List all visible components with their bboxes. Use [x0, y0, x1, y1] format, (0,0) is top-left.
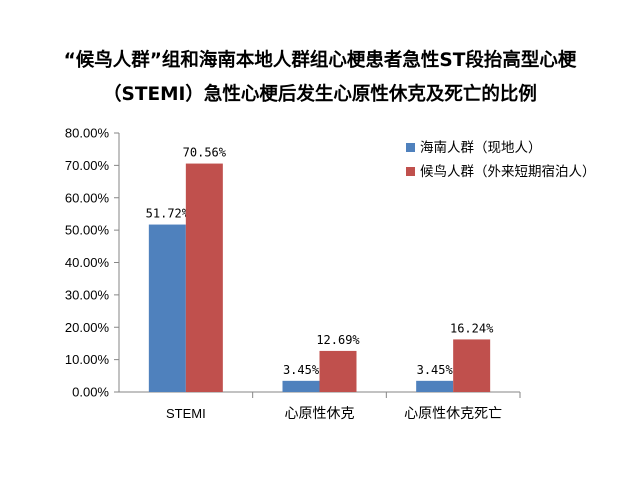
category-label: STEMI [166, 406, 206, 421]
y-tick-label: 50.00% [65, 223, 110, 238]
y-tick-label: 20.00% [65, 320, 110, 335]
legend-swatch [406, 167, 415, 176]
bar-migratory [319, 350, 357, 392]
data-label: 16.24% [450, 321, 494, 335]
category-label: 心原性休克 [285, 406, 355, 422]
y-tick-label: 70.00% [65, 158, 110, 173]
y-tick-label: 10.00% [65, 352, 110, 367]
data-label: 12.69% [316, 333, 360, 347]
data-label: 70.56% [183, 146, 227, 160]
y-tick-label: 0.00% [72, 385, 109, 400]
data-label: 3.45% [417, 363, 454, 377]
y-tick-label: 80.00% [65, 126, 110, 141]
legend-swatch [406, 143, 415, 152]
bar-migratory [453, 339, 491, 392]
legend-label: 海南人群（现地人） [420, 140, 542, 156]
category-label: 心原性休克死亡 [404, 406, 502, 422]
y-tick-label: 30.00% [65, 287, 110, 302]
data-label: 3.45% [283, 363, 320, 377]
bar-hainan [416, 380, 454, 392]
y-tick-label: 60.00% [65, 190, 110, 205]
legend-label: 候鸟人群（外来短期宿泊人） [420, 163, 596, 180]
bar-migratory [185, 163, 223, 392]
bar-hainan [148, 224, 186, 392]
chart-subtitle: （STEMI）急性心梗后发生心原性休克及死亡的比例 [103, 84, 537, 105]
chart-title: “候鸟人群”组和海南本地人群组心梗患者急性ST段抬高型心梗 [63, 50, 577, 71]
bar-hainan [282, 380, 320, 392]
y-tick-label: 40.00% [65, 255, 110, 270]
data-label: 51.72% [146, 207, 190, 221]
